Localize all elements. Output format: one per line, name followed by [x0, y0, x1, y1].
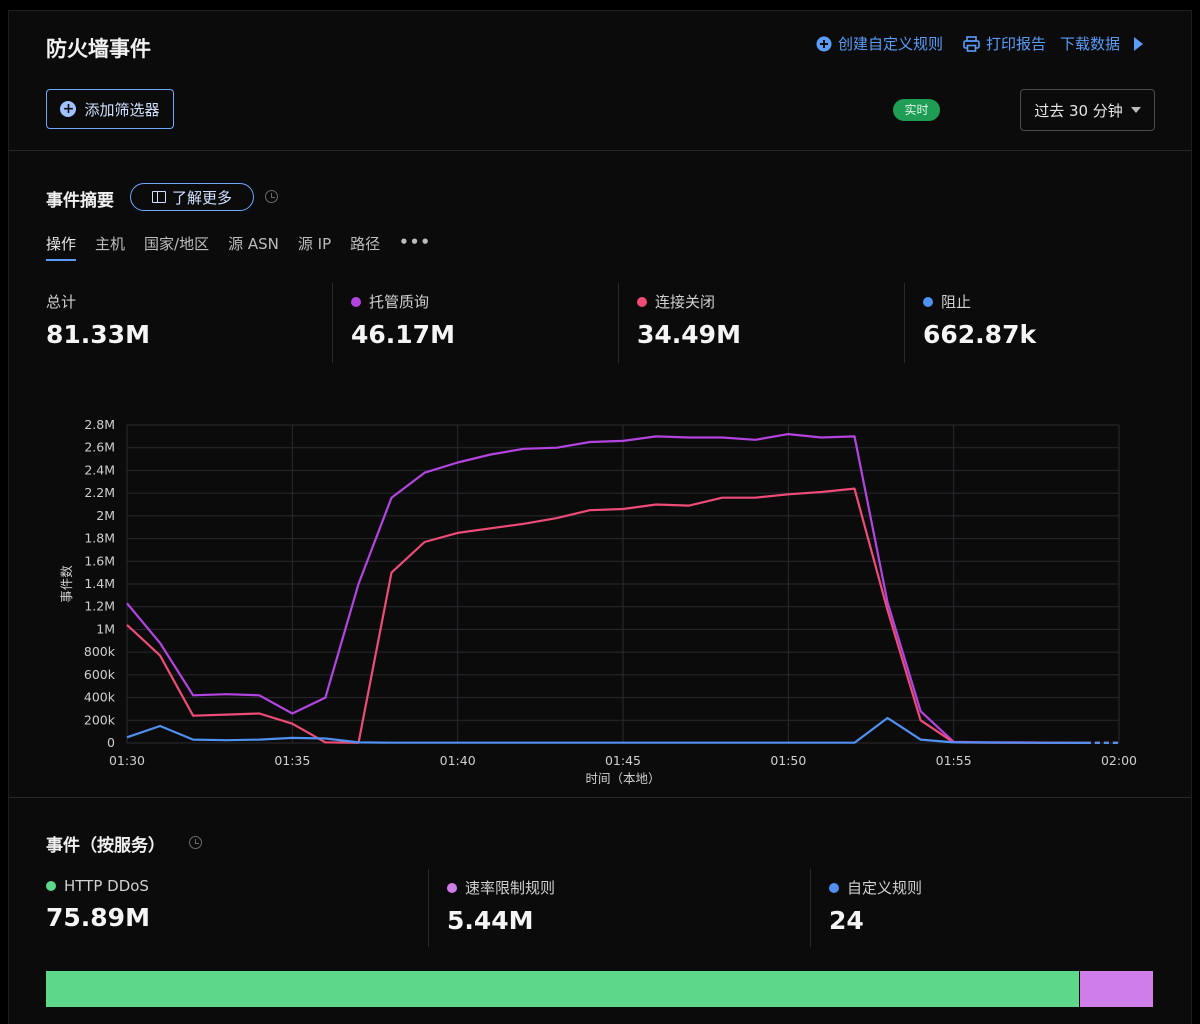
stat-label: 自定义规则: [847, 879, 923, 897]
page-header: 防火墙事件 创建自定义规则 打印报告 下载数据 + 添加筛选器 实时 过去 30…: [9, 11, 1191, 151]
y-tick-label: 200k: [84, 712, 116, 727]
service-stats: HTTP DDoS 75.89M 速率限制规则 5.44M 自定义规则 24: [46, 869, 1191, 947]
tab-source-ip[interactable]: 源 IP: [297, 235, 332, 253]
y-tick-label: 400k: [84, 690, 116, 705]
stat-label: 阻止: [941, 293, 972, 311]
summary-stats: 总计 81.33M 托管质询 46.17M 连接关闭 34.49M 阻止 662…: [46, 283, 1190, 363]
section-divider: [9, 797, 1191, 798]
x-tick-label: 01:55: [936, 753, 972, 768]
stat-http-ddos: HTTP DDoS 75.89M: [46, 869, 428, 947]
y-tick-label: 1.4M: [84, 576, 115, 591]
print-report-link[interactable]: 打印报告: [963, 33, 1046, 54]
stat-value: 81.33M: [46, 320, 150, 349]
stat-label: 连接关闭: [655, 293, 716, 311]
series-line: [126, 433, 1086, 744]
create-rule-link[interactable]: 创建自定义规则: [816, 33, 943, 54]
summary-tabs: 操作 主机 国家/地区 源 ASN 源 IP 路径 •••: [46, 233, 431, 261]
legend-dot: [46, 881, 56, 891]
service-share-bar: [46, 971, 1154, 1007]
legend-dot: [637, 296, 647, 307]
learn-more-button[interactable]: 了解更多: [130, 183, 254, 211]
stat-value: 75.89M: [46, 903, 150, 932]
printer-icon: [963, 35, 980, 52]
stat-value: 5.44M: [447, 906, 534, 935]
tab-action[interactable]: 操作: [46, 233, 77, 261]
live-badge: 实时: [893, 99, 940, 121]
y-tick-label: 1M: [96, 621, 115, 636]
download-data-label: 下载数据: [1059, 35, 1120, 53]
y-tick-label: 2.4M: [84, 462, 115, 477]
series-line: [126, 716, 1086, 744]
share-segment: [1153, 971, 1154, 1007]
y-tick-label: 1.6M: [84, 553, 115, 568]
book-icon: [151, 191, 166, 203]
y-tick-label: 2.2M: [84, 485, 115, 500]
add-filter-label: 添加筛选器: [84, 100, 160, 119]
stat-value: 46.17M: [351, 320, 455, 349]
y-tick-label: 0: [107, 735, 115, 750]
learn-more-label: 了解更多: [171, 188, 232, 207]
header-actions: 创建自定义规则 打印报告 下载数据: [816, 33, 1143, 54]
legend-dot: [351, 296, 361, 307]
stat-value: 34.49M: [637, 320, 741, 349]
share-segment: [1078, 971, 1153, 1007]
stat-managed-challenge: 托管质询 46.17M: [332, 283, 618, 363]
x-tick-label: 01:35: [274, 753, 310, 768]
stat-label: HTTP DDoS: [64, 877, 149, 895]
tab-source-asn[interactable]: 源 ASN: [228, 235, 279, 253]
services-title: 事件（按服务）: [46, 836, 165, 856]
stat-value: 24: [829, 906, 864, 935]
x-tick-label: 01:30: [109, 753, 145, 768]
x-tick-label: 01:50: [770, 753, 806, 768]
time-range-value: 过去 30 分钟: [1034, 101, 1123, 120]
stat-label: 速率限制规则: [465, 879, 556, 897]
y-tick-label: 1.2M: [84, 599, 115, 614]
legend-dot: [447, 882, 457, 893]
summary-title: 事件摘要: [46, 191, 114, 211]
stat-rate-limit: 速率限制规则 5.44M: [428, 869, 810, 947]
legend-dot: [923, 296, 933, 307]
more-tabs-button[interactable]: •••: [399, 233, 431, 251]
chevron-down-icon: [1130, 107, 1141, 113]
y-tick-label: 1.8M: [84, 531, 115, 546]
y-tick-label: 600k: [84, 667, 116, 682]
plus-circle-icon: +: [60, 101, 77, 117]
clock-icon: [189, 836, 202, 849]
tab-host[interactable]: 主机: [95, 235, 126, 253]
legend-dot: [829, 882, 839, 893]
create-rule-label: 创建自定义规则: [837, 35, 943, 53]
page-title: 防火墙事件: [46, 37, 151, 61]
print-report-label: 打印报告: [985, 35, 1046, 53]
x-tick-label: 02:00: [1101, 753, 1137, 768]
stat-block: 阻止 662.87k: [904, 283, 1190, 363]
x-tick-label: 01:45: [605, 753, 641, 768]
stat-value: 662.87k: [923, 320, 1037, 349]
stat-connection-close: 连接关闭 34.49M: [618, 283, 904, 363]
stat-label: 托管质询: [369, 293, 430, 311]
stat-total: 总计 81.33M: [46, 283, 332, 363]
series-line: [126, 487, 1086, 744]
y-tick-label: 2.6M: [84, 440, 115, 455]
y-tick-label: 2M: [96, 508, 115, 523]
x-tick-label: 01:40: [440, 753, 476, 768]
stat-custom-rules: 自定义规则 24: [810, 869, 1191, 947]
tab-path[interactable]: 路径: [350, 235, 381, 253]
tab-country[interactable]: 国家/地区: [144, 235, 210, 253]
time-range-select[interactable]: 过去 30 分钟: [1020, 89, 1155, 131]
plus-circle-icon: [816, 36, 832, 51]
y-axis-title: 事件数: [59, 565, 74, 603]
y-tick-label: 2.8M: [84, 417, 115, 432]
add-filter-button[interactable]: + 添加筛选器: [46, 89, 174, 129]
caret-right-icon: [1134, 36, 1143, 51]
events-line-chart: 0 200k 400k 600k 800k 1M 1.2M 1.4M 1.6M 1.8M 2M 2.2…: [59, 417, 1137, 786]
clock-icon: [265, 190, 278, 203]
download-data-link[interactable]: 下载数据: [1060, 33, 1143, 54]
firewall-events-panel: 防火墙事件 创建自定义规则 打印报告 下载数据 + 添加筛选器 实时 过去 30…: [8, 10, 1192, 1024]
x-axis-title: 时间（本地）: [585, 771, 660, 786]
stat-label: 总计: [46, 293, 77, 311]
y-tick-label: 800k: [84, 644, 116, 659]
share-segment: [46, 971, 1079, 1007]
